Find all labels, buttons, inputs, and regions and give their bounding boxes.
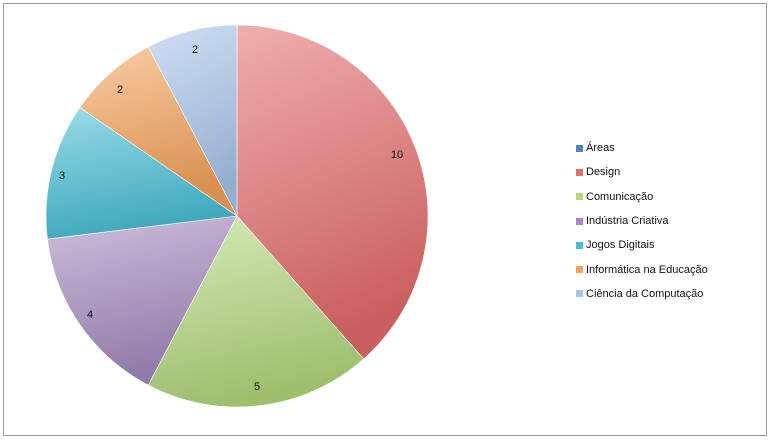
data-label-ciencia-da-computacao: 2 bbox=[192, 44, 198, 56]
data-label-design: 10 bbox=[391, 149, 403, 161]
data-label-informatica-na-educacao: 2 bbox=[117, 84, 123, 96]
legend-item-ciencia-da-computacao: Ciência da Computação bbox=[576, 282, 756, 306]
legend-title: Áreas bbox=[576, 136, 756, 160]
pie-slices bbox=[45, 24, 429, 408]
pie-slice-ciencia-da-computacao bbox=[147, 24, 238, 217]
legend-item-design: Design bbox=[576, 160, 756, 184]
legend: Áreas Design Comunicação Indústria Criat… bbox=[576, 136, 756, 306]
pie-slice-comunicacao bbox=[147, 215, 365, 408]
legend-swatch-jogos-digitais bbox=[576, 241, 583, 249]
legend-swatch-ciencia-da-computacao bbox=[576, 290, 583, 298]
legend-item-jogos-digitais: Jogos Digitais bbox=[576, 233, 756, 257]
legend-swatch-comunicacao bbox=[576, 193, 583, 201]
legend-label-design: Design bbox=[586, 166, 621, 179]
legend-label-industria-criativa: Indústria Criativa bbox=[586, 215, 669, 228]
legend-title-swatch bbox=[576, 144, 583, 152]
legend-item-industria-criativa: Indústria Criativa bbox=[576, 209, 756, 233]
pie-slice-industria-criativa bbox=[47, 215, 238, 386]
legend-swatch-informatica-na-educacao bbox=[576, 266, 583, 274]
legend-label-comunicacao: Comunicação bbox=[586, 190, 654, 203]
legend-label-jogos-digitais: Jogos Digitais bbox=[586, 239, 655, 252]
legend-item-informatica-na-educacao: Informática na Educação bbox=[576, 257, 756, 281]
pie-slice-informatica-na-educacao bbox=[79, 46, 238, 217]
pie-slice-jogos-digitais bbox=[45, 107, 238, 240]
legend-title-label: Áreas bbox=[586, 142, 615, 155]
data-label-industria-criativa: 4 bbox=[87, 309, 93, 321]
pie-slice-design bbox=[236, 24, 429, 360]
data-labels: 10 5 4 3 2 2 bbox=[59, 44, 403, 393]
legend-swatch-design bbox=[576, 168, 583, 176]
legend-label-ciencia-da-computacao: Ciência da Computação bbox=[586, 287, 704, 300]
data-label-comunicacao: 5 bbox=[254, 381, 260, 393]
legend-swatch-industria-criativa bbox=[576, 217, 583, 225]
legend-item-comunicacao: Comunicação bbox=[576, 185, 756, 209]
data-label-jogos-digitais: 3 bbox=[59, 170, 65, 182]
legend-label-informatica-na-educacao: Informática na Educação bbox=[586, 263, 708, 276]
